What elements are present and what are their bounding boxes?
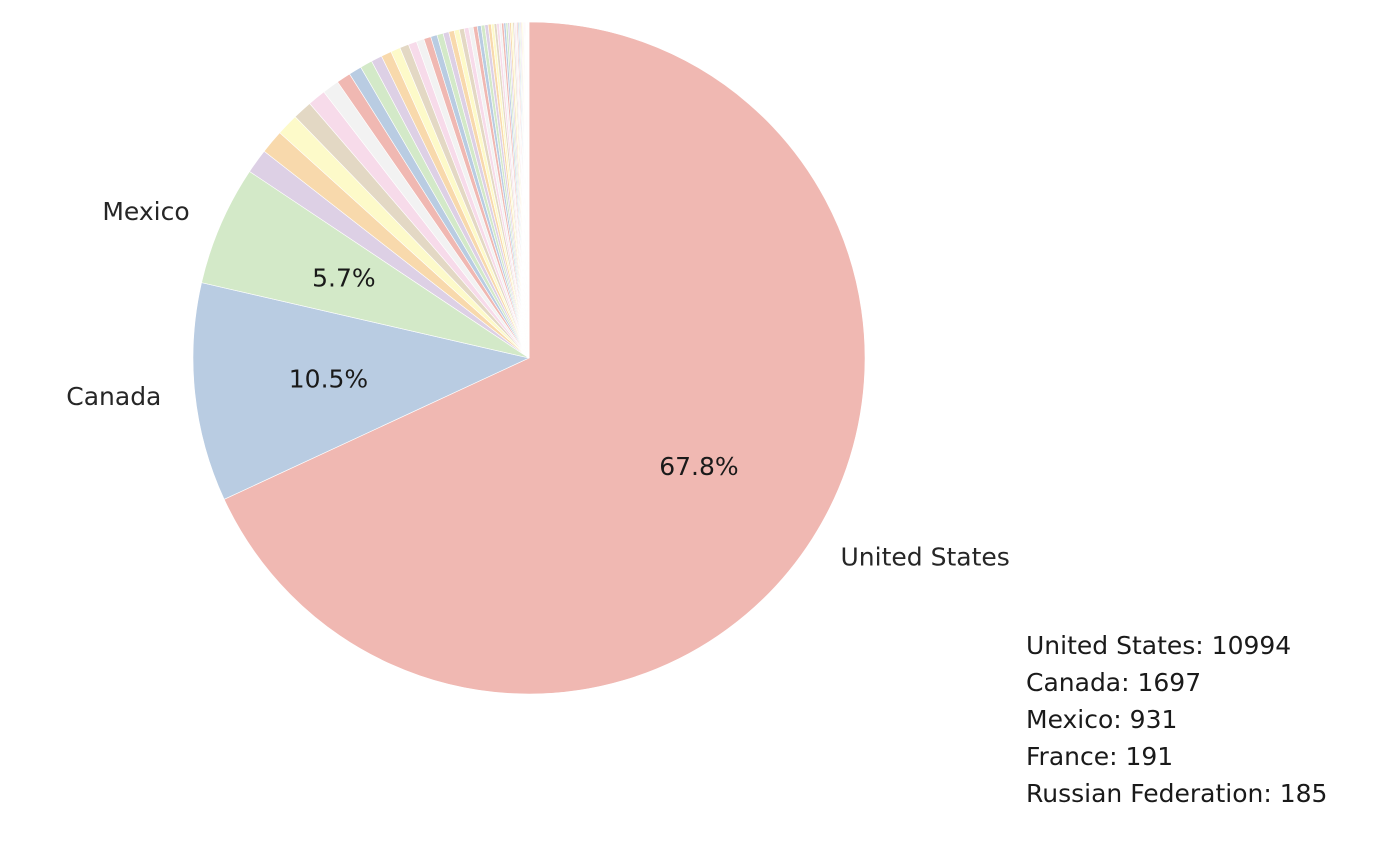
slice-percent-label: 5.7%: [312, 264, 376, 293]
pie-slices: [192, 21, 866, 695]
summary-line: Mexico: 931: [1026, 705, 1178, 734]
pie-slice: [223, 21, 866, 695]
slice-percent-label: 67.8%: [659, 452, 738, 481]
summary-line: France: 191: [1026, 742, 1174, 771]
summary-counts: United States: 10994 Canada: 1697 Mexico…: [1026, 627, 1327, 812]
pie-slice: [192, 282, 530, 500]
slice-percent-label: 10.5%: [289, 364, 368, 393]
pie-labels: United States 67.8% Canada 10.5% Mexico 5.7%: [66, 197, 1010, 571]
summary-line: Canada: 1697: [1026, 668, 1202, 697]
slice-label: Canada: [66, 382, 161, 411]
summary-line: Russian Federation: 185: [1026, 779, 1328, 808]
slice-label: Mexico: [102, 197, 189, 226]
summary-line: United States: 10994: [1026, 631, 1292, 660]
slice-label: United States: [840, 542, 1009, 571]
